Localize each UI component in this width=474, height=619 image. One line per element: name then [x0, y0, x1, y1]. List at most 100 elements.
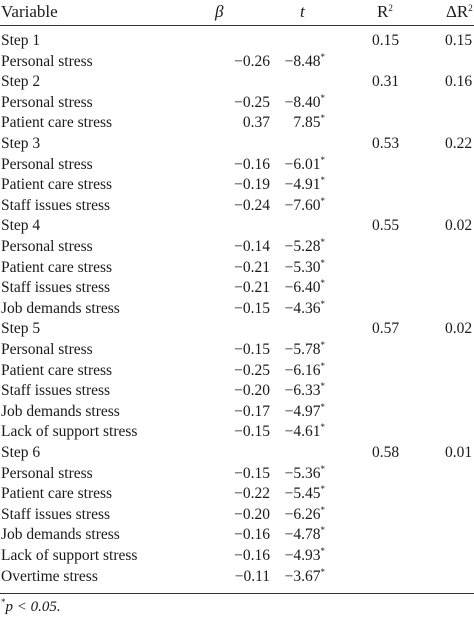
cell-variable: Personal stress	[1, 155, 93, 173]
cell-beta: −0.15	[234, 423, 270, 441]
cell-variable: Step 5	[1, 320, 41, 338]
table-row: Patient care stress 0.37 7.85*	[0, 112, 474, 133]
cell-t-value: −5.30	[284, 258, 321, 276]
significance-marker: *	[320, 298, 326, 309]
table-row: Personal stress −0.15 −5.36*	[0, 463, 474, 484]
cell-t-value: 7.85	[293, 114, 321, 132]
cell-t: 7.85*	[270, 112, 325, 135]
cell-variable: Step 1	[1, 32, 41, 49]
cell-t-value: −6.40	[284, 279, 321, 297]
cell-variable: Personal stress	[1, 341, 93, 358]
cell-beta: −0.16	[234, 526, 270, 544]
header-t: t	[300, 2, 305, 21]
cell-t: −4.97*	[270, 401, 325, 424]
cell-variable: Personal stress	[1, 93, 93, 111]
cell-t: −4.93*	[270, 545, 325, 568]
cell-variable: Lack of support stress	[1, 423, 138, 441]
cell-t-value: −8.40	[284, 93, 321, 111]
header-r2: R2	[377, 2, 393, 21]
cell-beta: 0.37	[242, 114, 270, 132]
cell-t: −5.45*	[270, 483, 325, 506]
cell-t-value: −4.93	[284, 547, 321, 564]
table-row: Lack of support stress −0.15 −4.61*	[0, 421, 474, 442]
table-footnote: *p < 0.05.	[1, 597, 61, 615]
cell-t: −4.61*	[270, 421, 325, 444]
cell-variable: Step 2	[1, 73, 41, 91]
significance-marker: *	[320, 525, 326, 536]
cell-beta: −0.21	[234, 258, 270, 276]
cell-t: −5.30*	[270, 257, 325, 280]
cell-beta: −0.17	[234, 402, 270, 420]
significance-marker: *	[320, 381, 326, 392]
significance-marker: *	[320, 278, 326, 289]
cell-t: −4.36*	[270, 298, 325, 321]
significance-marker: *	[320, 175, 326, 186]
cell-variable: Patient care stress	[1, 485, 113, 503]
cell-variable: Patient care stress	[1, 114, 113, 132]
significance-marker: *	[320, 422, 326, 433]
cell-beta: −0.26	[234, 52, 270, 70]
cell-delta-r2: 0.15	[445, 32, 473, 49]
bottom-rule	[0, 593, 474, 594]
table-row: Job demands stress −0.16 −4.78*	[0, 524, 474, 545]
cell-beta: −0.19	[234, 176, 270, 194]
table-row: Patient care stress −0.21 −5.30*	[0, 257, 474, 278]
cell-r2: 0.15	[372, 32, 400, 49]
significance-marker: *	[320, 237, 326, 247]
cell-t-value: −8.48	[284, 52, 321, 70]
cell-beta: −0.25	[234, 93, 270, 111]
cell-variable: Overtime stress	[1, 567, 98, 585]
cell-r2: 0.55	[372, 217, 400, 235]
cell-variable: Step 3	[1, 135, 41, 152]
cell-beta: −0.14	[234, 238, 270, 255]
cell-t: −6.16*	[270, 360, 325, 383]
table-row: Personal stress −0.16 −6.01*	[0, 154, 474, 175]
table-row: Step 6 0.58 0.01	[0, 442, 474, 463]
cell-delta-r2: 0.01	[445, 444, 473, 461]
cell-delta-r2: 0.02	[445, 320, 473, 338]
cell-beta: −0.20	[234, 382, 270, 400]
cell-variable: Staff issues stress	[1, 279, 111, 297]
table-row: Personal stress −0.15 −5.78*	[0, 339, 474, 360]
cell-t-value: −4.91	[284, 176, 321, 194]
significance-marker: *	[320, 484, 326, 495]
cell-t-value: −4.36	[284, 299, 321, 317]
cell-t: −6.40*	[270, 277, 325, 300]
table-row: Overtime stress −0.11 −3.67*	[0, 566, 474, 587]
table-row: Step 3 0.53 0.22	[0, 133, 474, 154]
cell-t: −4.91*	[270, 174, 325, 197]
cell-variable: Personal stress	[1, 52, 93, 70]
table-row: Lack of support stress −0.16 −4.93*	[0, 545, 474, 566]
cell-t: −6.01*	[270, 154, 325, 177]
significance-marker: *	[320, 504, 326, 515]
significance-marker: *	[320, 566, 326, 577]
cell-beta: −0.15	[234, 464, 270, 482]
cell-beta: −0.16	[234, 155, 270, 173]
cell-beta: −0.22	[234, 485, 270, 503]
cell-t: −5.28*	[270, 236, 325, 259]
table-row: Step 4 0.55 0.02	[0, 215, 474, 236]
table-row: Patient care stress −0.19 −4.91*	[0, 174, 474, 195]
significance-marker: *	[320, 360, 326, 371]
cell-variable: Staff issues stress	[1, 382, 111, 400]
header-beta: β	[215, 2, 224, 21]
significance-marker: *	[320, 51, 326, 62]
cell-variable: Patient care stress	[1, 258, 113, 276]
cell-beta: −0.15	[234, 341, 270, 358]
significance-marker: *	[320, 195, 326, 206]
cell-r2: 0.57	[372, 320, 400, 338]
cell-variable: Staff issues stress	[1, 196, 111, 214]
cell-t-value: −5.78	[284, 341, 321, 358]
cell-variable: Job demands stress	[1, 526, 120, 544]
cell-t-value: −6.01	[284, 155, 321, 173]
cell-t-value: −6.33	[284, 382, 321, 400]
cell-t-value: −7.60	[284, 196, 321, 214]
table-row: Step 2 0.31 0.16	[0, 71, 474, 92]
cell-beta: −0.21	[234, 279, 270, 297]
significance-marker: *	[320, 92, 326, 103]
cell-variable: Lack of support stress	[1, 547, 138, 564]
cell-delta-r2: 0.16	[445, 73, 473, 91]
cell-t-value: −3.67	[284, 567, 321, 585]
cell-t-value: −4.61	[284, 423, 321, 441]
cell-r2: 0.31	[372, 73, 400, 91]
